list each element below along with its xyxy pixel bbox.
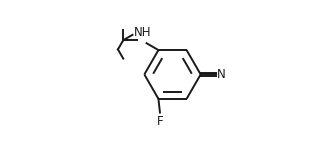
- Text: NH: NH: [134, 26, 152, 39]
- Text: F: F: [157, 115, 163, 128]
- Text: N: N: [217, 68, 226, 81]
